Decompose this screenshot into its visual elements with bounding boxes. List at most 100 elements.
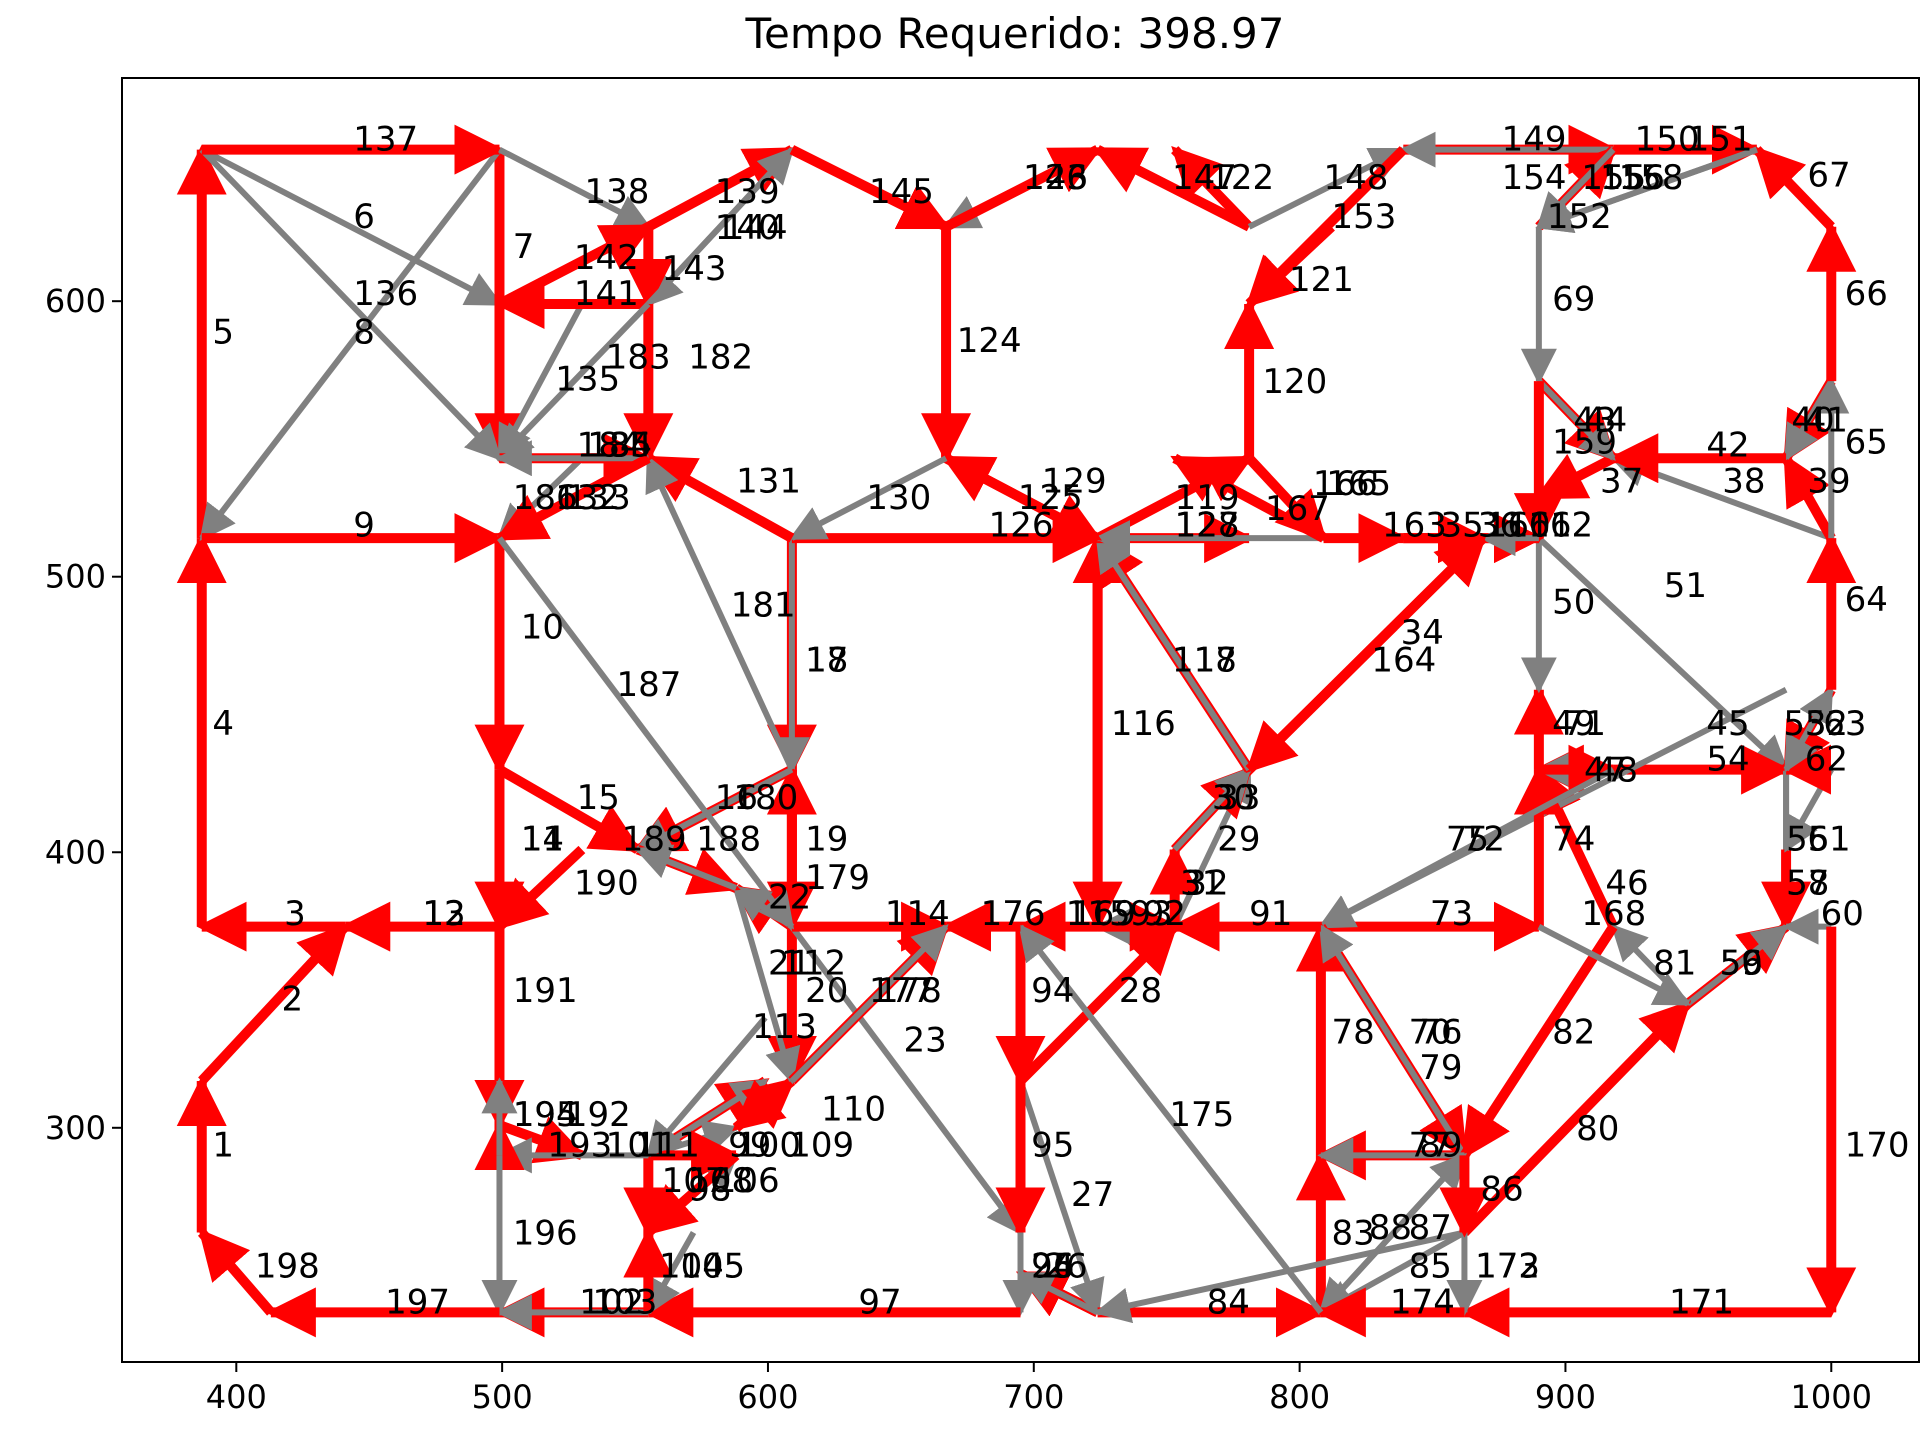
edge-label-179: 179 <box>805 858 870 898</box>
edge-label-188: 188 <box>696 819 761 859</box>
edge-label-198: 198 <box>255 1247 320 1287</box>
edge-label-195: 195 <box>513 1095 578 1135</box>
edge-label-130: 130 <box>866 478 931 518</box>
edge-label-174: 174 <box>1390 1282 1455 1322</box>
y-axis: 300 400 500 600 <box>45 282 122 1147</box>
edge-label-64: 64 <box>1845 580 1888 620</box>
edge-label-185: 185 <box>587 425 652 465</box>
edge-arrow-190 <box>499 850 581 927</box>
edge-label-14: 14 <box>521 819 564 859</box>
edge-label-196: 196 <box>513 1213 578 1253</box>
edge-label-131: 131 <box>736 461 801 501</box>
edge-arrow-110 <box>736 1081 792 1128</box>
edge-label-97: 97 <box>858 1282 901 1322</box>
edge-label-86: 86 <box>1480 1169 1523 1209</box>
edge-label-168: 168 <box>1581 894 1646 934</box>
edge-labels-layer: 123456789101112131415 1617181920212223242… <box>212 120 1909 1323</box>
edge-arrow-6 <box>202 150 500 304</box>
edge-label-8: 8 <box>353 312 375 352</box>
edge-label-71: 71 <box>1563 704 1606 744</box>
edge-label-60: 60 <box>1821 894 1864 934</box>
edge-label-162: 162 <box>1528 505 1593 545</box>
edge-label-124: 124 <box>957 321 1022 361</box>
edge-label-178: 178 <box>877 971 942 1011</box>
edge-label-173: 173 <box>1475 1247 1540 1287</box>
edge-label-149: 149 <box>1502 120 1567 160</box>
edge-label-109: 109 <box>789 1125 854 1165</box>
edge-label-191: 191 <box>513 971 578 1011</box>
edge-label-111: 111 <box>635 1125 700 1165</box>
edge-label-67: 67 <box>1807 155 1850 195</box>
edge-label-27: 27 <box>1071 1175 1114 1215</box>
edge-label-144: 144 <box>723 208 788 248</box>
edge-label-7: 7 <box>513 227 535 267</box>
edge-label-128: 128 <box>1175 505 1240 545</box>
edge-label-84: 84 <box>1207 1282 1250 1322</box>
edge-label-126: 126 <box>989 505 1054 545</box>
edge-label-175: 175 <box>1169 1095 1234 1135</box>
edge-label-189: 189 <box>622 819 687 859</box>
edge-label-88: 88 <box>1369 1208 1412 1248</box>
y-tick-label: 300 <box>45 1109 106 1147</box>
edge-label-42: 42 <box>1706 425 1749 465</box>
edge-label-48: 48 <box>1595 751 1638 791</box>
edge-label-39: 39 <box>1807 461 1850 501</box>
x-tick-label: 900 <box>1535 1378 1596 1416</box>
edge-label-95: 95 <box>1031 1125 1074 1165</box>
edge-label-170: 170 <box>1845 1125 1910 1165</box>
edge-label-110: 110 <box>821 1090 886 1130</box>
edge-label-176: 176 <box>981 894 1046 934</box>
edge-label-145: 145 <box>869 172 934 212</box>
edge-label-142: 142 <box>574 238 639 278</box>
edge-label-82: 82 <box>1552 1012 1595 1052</box>
edge-label-19: 19 <box>805 819 848 859</box>
edge-label-61: 61 <box>1807 819 1850 859</box>
edge-label-190: 190 <box>574 864 639 904</box>
edge-label-37: 37 <box>1600 461 1643 501</box>
edge-arrow-136 <box>202 150 500 459</box>
y-tick-label: 500 <box>45 558 106 596</box>
x-tick-label: 1000 <box>1791 1378 1872 1416</box>
edge-label-15: 15 <box>577 778 620 818</box>
edge-label-9: 9 <box>353 505 375 545</box>
edge-label-1: 1 <box>212 1125 234 1165</box>
edge-label-23: 23 <box>904 1021 947 1061</box>
y-tick-label: 600 <box>45 282 106 320</box>
x-tick-label: 700 <box>1003 1378 1064 1416</box>
edge-label-148: 148 <box>1324 158 1389 198</box>
x-axis: 400 500 600 700 800 900 1000 <box>206 1362 1872 1416</box>
edge-label-169: 169 <box>1071 894 1136 934</box>
edge-label-59: 59 <box>1720 943 1763 983</box>
edge-label-108: 108 <box>688 1161 753 1201</box>
edge-label-2: 2 <box>281 979 303 1019</box>
edge-label-159: 159 <box>1552 423 1617 463</box>
edge-label-120: 120 <box>1262 362 1327 402</box>
edge-label-143: 143 <box>662 249 727 289</box>
edge-label-116: 116 <box>1111 704 1176 744</box>
edge-label-94: 94 <box>1031 971 1074 1011</box>
edge-label-75: 75 <box>1446 819 1489 859</box>
edge-label-154: 154 <box>1502 158 1567 198</box>
edge-label-73: 73 <box>1430 894 1473 934</box>
edge-label-137: 137 <box>353 120 418 160</box>
edge-label-13: 13 <box>422 894 465 934</box>
edge-label-62: 62 <box>1805 740 1848 780</box>
x-tick-label: 600 <box>737 1378 798 1416</box>
edge-label-121: 121 <box>1289 260 1354 300</box>
edge-arrow-8 <box>202 150 500 539</box>
edge-label-65: 65 <box>1845 423 1888 463</box>
edge-label-138: 138 <box>585 172 650 212</box>
edge-label-80: 80 <box>1576 1109 1619 1149</box>
edge-label-85: 85 <box>1409 1247 1452 1287</box>
edge-label-50: 50 <box>1552 583 1595 623</box>
edge-arrow-164 <box>1249 538 1483 769</box>
edge-label-87: 87 <box>1409 1208 1452 1248</box>
edge-label-105: 105 <box>680 1247 745 1287</box>
edge-label-18: 18 <box>805 640 848 680</box>
edge-label-5: 5 <box>212 312 234 352</box>
edge-label-10: 10 <box>521 607 564 647</box>
edge-label-29: 29 <box>1217 819 1260 859</box>
edge-label-54: 54 <box>1706 740 1749 780</box>
